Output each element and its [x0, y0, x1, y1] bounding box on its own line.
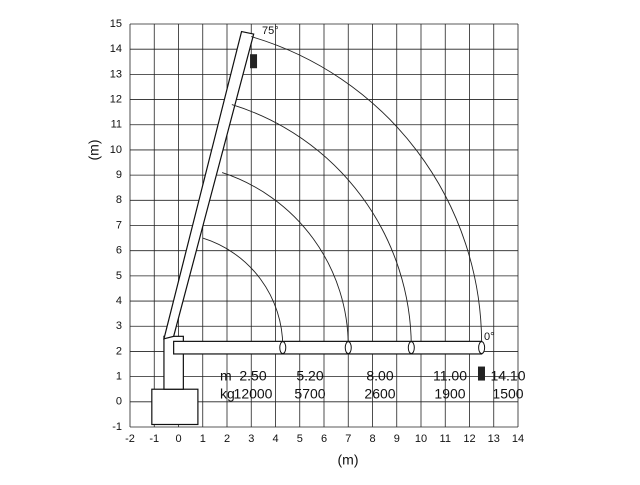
table-cell: 8.00: [366, 368, 393, 384]
x-tick-label: 1: [200, 433, 206, 445]
y-tick-label: 4: [116, 295, 122, 307]
table-cell: 1900: [434, 386, 465, 402]
x-tick-label: 0: [175, 433, 181, 445]
table-cell: 5.20: [296, 368, 323, 384]
boom-joint: [407, 341, 415, 355]
y-tick-label: 2: [116, 345, 122, 357]
angle-label: 75°: [262, 25, 279, 37]
y-tick-label: 14: [110, 43, 122, 55]
y-tick-label: 1: [116, 371, 122, 383]
x-tick-label: 11: [440, 433, 451, 445]
y-axis-label: (m): [86, 140, 102, 161]
x-tick-label: 9: [394, 433, 400, 445]
x-tick-label: 2: [224, 433, 230, 445]
y-tick-label: 0: [116, 396, 122, 408]
x-tick-label: 14: [512, 433, 524, 445]
table-cell: m: [220, 368, 232, 384]
y-tick-label: 8: [116, 194, 122, 206]
crane-hook: [250, 54, 258, 69]
y-tick-label: 9: [116, 169, 122, 181]
angle-label: 0°: [484, 331, 495, 343]
table-cell: 12000: [234, 386, 273, 402]
table-cell: 2.50: [239, 368, 266, 384]
x-tick-label: 13: [488, 433, 500, 445]
x-tick-label: 7: [345, 433, 351, 445]
table-cell: 11.00: [433, 368, 467, 384]
table-cell: 2600: [364, 386, 395, 402]
x-tick-label: 12: [463, 433, 475, 445]
x-tick-label: 10: [415, 433, 427, 445]
y-tick-label: 6: [116, 245, 122, 257]
x-tick-label: 8: [369, 433, 375, 445]
x-tick-label: 5: [297, 433, 303, 445]
y-tick-label: 5: [116, 270, 122, 282]
table-cell: 5700: [294, 386, 325, 402]
reach-arc: [202, 237, 284, 347]
x-tick-label: 3: [248, 433, 254, 445]
crane-hook: [477, 366, 485, 381]
y-tick-label: 12: [110, 93, 122, 105]
x-axis-label: (m): [338, 452, 359, 468]
reach-arc: [231, 104, 412, 347]
y-tick-label: 10: [110, 144, 122, 156]
table-cell: 1500: [492, 386, 523, 402]
table-cell: 14.10: [490, 368, 525, 384]
y-tick-label: 11: [111, 119, 122, 131]
reach-arc: [222, 172, 349, 347]
x-tick-label: 4: [272, 433, 278, 445]
boom-joint: [279, 341, 287, 355]
x-tick-label: -2: [125, 433, 135, 445]
y-tick-label: 3: [116, 320, 122, 332]
reach-arc: [251, 36, 483, 342]
y-tick-label: 15: [110, 18, 122, 30]
boom-joint: [478, 341, 486, 355]
crane-boom-horizontal: [173, 340, 483, 355]
x-tick-label: 6: [321, 433, 327, 445]
crane-base: [151, 388, 199, 426]
y-tick-label: 7: [116, 219, 122, 231]
x-tick-label: -1: [149, 433, 159, 445]
boom-joint: [344, 341, 352, 355]
y-tick-label: -1: [112, 421, 122, 433]
y-tick-label: 13: [110, 68, 122, 80]
table-cell: kg: [220, 386, 235, 402]
crane-boom: [163, 30, 255, 340]
